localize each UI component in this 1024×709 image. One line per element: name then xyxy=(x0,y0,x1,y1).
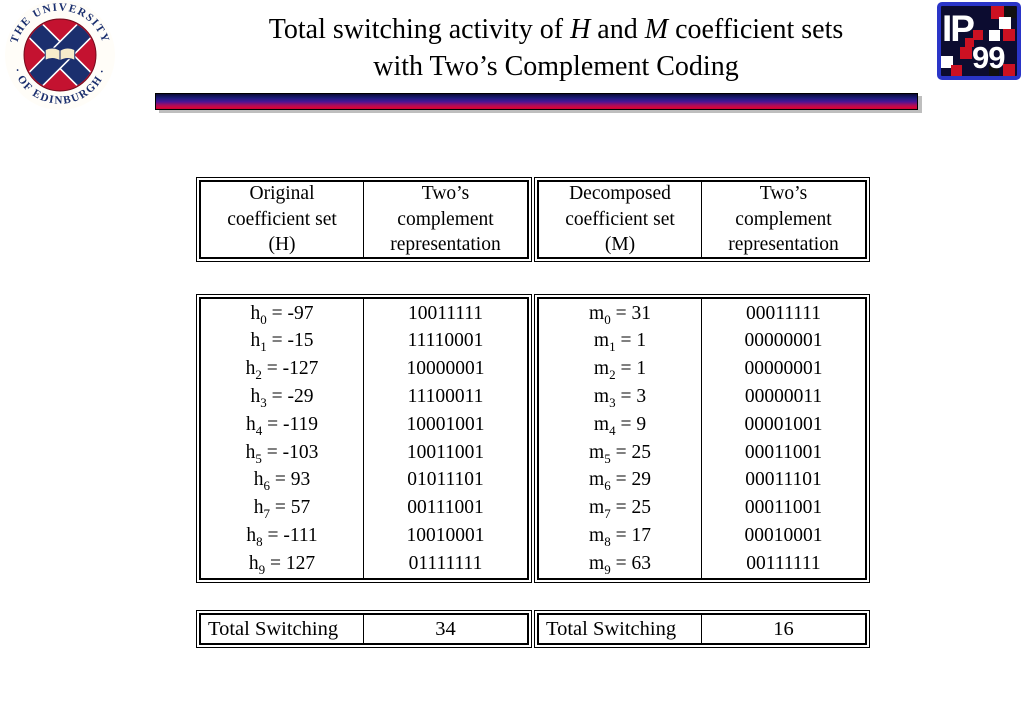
binary-value: 00011111 xyxy=(745,302,822,324)
binary-value: 10010001 xyxy=(406,524,485,546)
h-coefficient-table: h0 = -97 h1 = -15 h2 = -127 h3 = -29 h4 = -1… xyxy=(196,294,532,583)
coefficient-label: m9 = 63 xyxy=(589,552,651,577)
h-set-header-cell: Original coefficient set (H) xyxy=(201,182,364,257)
totals-table-band: Total Switching 34 Total Switching 16 xyxy=(196,610,870,648)
coefficient-label: m2 = 1 xyxy=(593,358,647,382)
ip99-year-text: 99 xyxy=(972,40,1005,75)
coefficient-label: h3 = -29 xyxy=(250,385,314,410)
coefficient-label: m3 = 3 xyxy=(593,385,647,410)
coefficient-label: h2 = -127 xyxy=(245,358,319,382)
m-set-header-cell: Decomposed coefficient set (M) xyxy=(539,182,702,257)
m-total-value: 16 xyxy=(773,618,794,640)
h-representation-header-cell: Two’s complement representation xyxy=(390,183,501,256)
coefficient-label: m8 = 17 xyxy=(589,524,651,549)
coefficient-label: m4 = 9 xyxy=(593,413,647,438)
binary-value: 00111001 xyxy=(407,497,484,519)
binary-value: 10000001 xyxy=(406,358,485,380)
binary-value: 00000001 xyxy=(744,330,823,352)
coefficient-label: m0 = 31 xyxy=(589,302,651,327)
ip99-checker-squares xyxy=(941,6,1016,76)
h-coefficient-column: h0 = -97 h1 = -15 h2 = -127 h3 = -29 h4 = -1… xyxy=(201,299,364,578)
title-text: Total switching activity of xyxy=(268,14,571,45)
binary-value: 00011001 xyxy=(744,441,823,463)
binary-value: 00001001 xyxy=(744,413,823,435)
binary-value: 01111111 xyxy=(408,552,483,574)
h-total-table: Total Switching 34 xyxy=(196,610,532,648)
h-total-value: 34 xyxy=(435,618,456,640)
title-text: and xyxy=(590,14,645,45)
ip99-ip-text: IP xyxy=(942,8,974,49)
m-total-label: Total Switching xyxy=(539,615,702,643)
h-binary-column: 10011111 11110001 10000001 11100011 10001001… xyxy=(364,299,527,578)
binary-value: 11110001 xyxy=(407,330,484,352)
binary-value: 00011001 xyxy=(744,497,823,519)
coefficient-label: m7 = 25 xyxy=(589,497,651,521)
h-total-label: Total Switching xyxy=(201,615,364,643)
title-italic-term: M xyxy=(644,14,669,45)
m-total-table: Total Switching 16 xyxy=(534,610,870,648)
coefficient-label: h7 = 57 xyxy=(253,497,311,521)
binary-value: 00000011 xyxy=(744,385,823,407)
binary-value: 00010001 xyxy=(744,524,823,546)
title-italic-term: H xyxy=(570,14,591,45)
m-binary-column: 00011111 00000001 00000001 00000011 00001001… xyxy=(702,299,865,578)
coefficient-label: h9 = 127 xyxy=(248,552,316,577)
ip99-logo: IP 99 xyxy=(937,2,1021,80)
binary-value: 00000001 xyxy=(744,358,823,380)
coefficient-label: m5 = 25 xyxy=(589,441,651,466)
title-text: with Two’s Complement Coding xyxy=(373,51,739,82)
m-coefficient-table: m0 = 31 m1 = 1 m2 = 1 m3 = 3 m4 = 9 m5 = 25 m6… xyxy=(534,294,870,583)
coefficient-label: h4 = -119 xyxy=(245,413,319,438)
binary-value: 10011001 xyxy=(406,441,485,463)
coefficient-label: h0 = -97 xyxy=(250,302,314,327)
binary-value: 00011101 xyxy=(745,469,822,491)
coefficient-label: h6 = 93 xyxy=(253,469,311,494)
university-of-edinburgh-logo: THE UNIVERSITY · OF EDINBURGH · xyxy=(5,0,115,110)
binary-value: 11100011 xyxy=(407,385,484,407)
slide-title: Total switching activity of H and M coef… xyxy=(150,11,962,85)
coefficient-table-band: h0 = -97 h1 = -15 h2 = -127 h3 = -29 h4 = -1… xyxy=(196,294,870,583)
coefficient-label: m6 = 29 xyxy=(589,469,651,494)
coefficient-label: h8 = -111 xyxy=(246,524,318,549)
coefficient-label: m1 = 1 xyxy=(593,330,647,355)
m-header-table: Decomposed coefficient set (M) Two’s com… xyxy=(534,177,870,262)
seal-open-book-icon xyxy=(44,47,76,62)
binary-value: 00111111 xyxy=(746,552,821,574)
h-header-table: Original coefficient set (H) Two’s compl… xyxy=(196,177,532,262)
m-coefficient-column: m0 = 31 m1 = 1 m2 = 1 m3 = 3 m4 = 9 m5 = 25 m6… xyxy=(539,299,702,578)
m-representation-header-cell: Two’s complement representation xyxy=(728,183,839,256)
binary-value: 10011111 xyxy=(407,302,484,324)
title-text: coefficient sets xyxy=(668,14,844,45)
binary-value: 10001001 xyxy=(406,413,485,435)
binary-value: 01011101 xyxy=(407,469,484,491)
coefficient-label: h5 = -103 xyxy=(245,441,319,466)
gradient-divider-bar xyxy=(155,93,918,110)
header-table-band: Original coefficient set (H) Two’s compl… xyxy=(196,177,870,262)
coefficient-label: h1 = -15 xyxy=(250,330,314,355)
